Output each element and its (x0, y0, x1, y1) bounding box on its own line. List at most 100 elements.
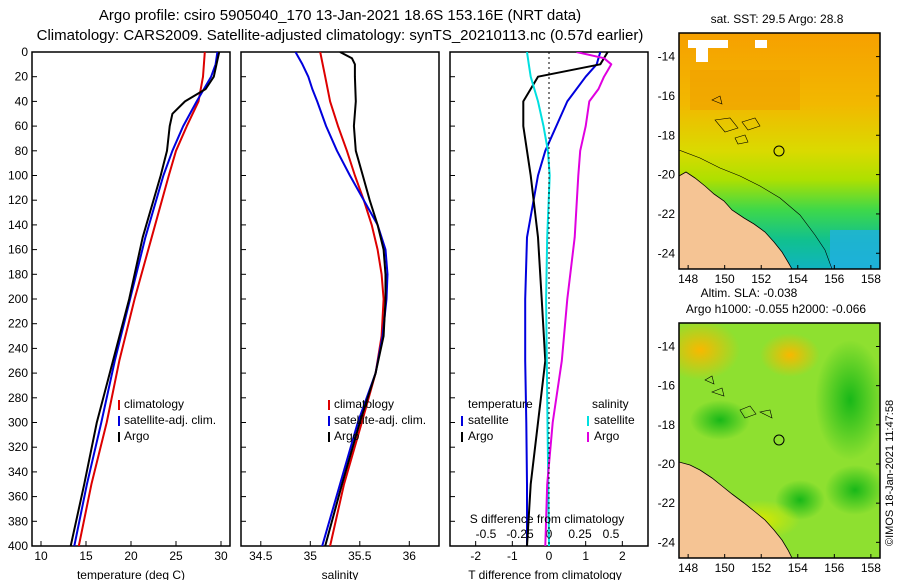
depth-tick-label: 180 (8, 267, 28, 281)
x-tick-label: 2 (619, 549, 626, 563)
s-tick-label: 0.5 (603, 527, 620, 541)
x-tick-label: 1 (582, 549, 589, 563)
x-tick-label: 20 (124, 549, 138, 563)
sla-map-ticks: 148 150 152 154 156 158 -14 -16 -18 -20 -22 -24 (658, 340, 882, 576)
series-line-salinity-satellite (526, 52, 551, 546)
x-tick-label: 35 (304, 549, 318, 563)
series-line-satellite-adj-clim- (73, 52, 219, 546)
map-y-tick-label: -18 (658, 418, 676, 432)
salinity-x-ticks: 34.5 35 35.5 36 (249, 541, 416, 563)
map-y-tick-label: -14 (658, 50, 676, 64)
map-y-tick-label: -22 (658, 496, 676, 510)
sst-warm-patch (690, 70, 800, 110)
sst-missing-data (696, 48, 708, 62)
difference-legend: temperature satellite Argo salinity sate… (461, 397, 635, 443)
series-line-salinity-argo (544, 52, 613, 546)
salinity-panel-frame (240, 51, 440, 547)
series-line-satellite-adj-clim- (294, 52, 389, 546)
depth-tick-label: 120 (8, 193, 28, 207)
legend-t-argo-label: Argo (468, 429, 494, 443)
series-line-climatology (319, 52, 385, 546)
map-x-tick-label: 148 (678, 561, 698, 575)
reef-islands (704, 375, 773, 419)
x-tick-label: 0 (546, 549, 553, 563)
map-x-tick-label: 150 (715, 272, 735, 286)
x-tick-label: -2 (470, 549, 481, 563)
sst-cool-patch (830, 230, 880, 269)
x-tick-label: 34.5 (249, 549, 273, 563)
legend-t-satellite-label: satellite (468, 413, 509, 427)
depth-tick-label: 20 (15, 70, 29, 84)
x-tick-label: 10 (34, 549, 48, 563)
x-tick-label: 35.5 (348, 549, 372, 563)
legend-temperature-title: temperature (468, 397, 533, 411)
map-x-tick-label: 158 (861, 272, 881, 286)
temperature-series (69, 52, 221, 546)
map-y-tick-label: -22 (658, 207, 676, 221)
depth-tick-label: 0 (21, 45, 28, 59)
depth-tick-label: 380 (8, 514, 28, 528)
map-y-tick-label: -18 (658, 128, 676, 142)
map-x-tick-label: 156 (824, 561, 844, 575)
t-difference-x-label: T difference from climatology (468, 568, 622, 580)
series-line-argo (324, 52, 387, 546)
map-x-tick-label: 156 (824, 272, 844, 286)
depth-tick-label: 360 (8, 490, 28, 504)
map-x-tick-label: 150 (715, 561, 735, 575)
depth-tick-label: 80 (15, 144, 29, 158)
title-line-2: Climatology: CARS2009. Satellite-adjuste… (37, 27, 644, 44)
salinity-x-label: salinity (322, 568, 359, 580)
depth-tick-label: 140 (8, 218, 28, 232)
legend-argo-label: Argo (334, 429, 360, 443)
depth-tick-label: 60 (15, 119, 29, 133)
legend-climatology-label: climatology (124, 397, 184, 411)
depth-tick-label: 280 (8, 391, 28, 405)
legend-satellite-label: satellite-adj. clim. (124, 413, 216, 427)
map-y-tick-label: -16 (658, 89, 676, 103)
map-x-tick-label: 148 (678, 272, 698, 286)
series-line-temperature-argo (522, 52, 609, 546)
x-tick-label: 30 (214, 549, 228, 563)
s-difference-label: S difference from climatology (470, 512, 625, 526)
x-tick-label: 36 (403, 549, 417, 563)
legend-s-argo-label: Argo (594, 429, 620, 443)
sla-high-anomaly (760, 333, 820, 377)
s-tick-label: -0.5 (476, 527, 497, 541)
difference-series (522, 52, 613, 546)
sst-map-frame (678, 32, 881, 270)
depth-tick-label: 320 (8, 440, 28, 454)
depth-tick-label: 40 (15, 94, 29, 108)
s-tick-label: -0.25 (506, 527, 534, 541)
land-australia (679, 171, 793, 269)
sst-map-title: sat. SST: 29.5 Argo: 28.8 (711, 12, 844, 26)
imos-watermark: ©IMOS 18-Jan-2021 11:47:58 (884, 400, 896, 546)
sla-low-anomaly (825, 465, 880, 515)
sla-map-frame (678, 322, 881, 559)
sst-missing-data (755, 40, 767, 48)
x-tick-label: 15 (79, 549, 93, 563)
series-line-climatology (77, 52, 206, 546)
sst-missing-data (688, 40, 728, 48)
depth-tick-label: 300 (8, 416, 28, 430)
series-line-argo (69, 52, 221, 546)
x-tick-label: 25 (169, 549, 183, 563)
argo-float-marker (773, 145, 785, 157)
temperature-x-label: temperature (deg C) (77, 568, 185, 580)
map-x-tick-label: 154 (788, 272, 808, 286)
map-y-tick-label: -20 (658, 457, 676, 471)
title-line-1: Argo profile: csiro 5905040_170 13-Jan-2… (99, 7, 581, 24)
argo-float-marker (773, 434, 785, 446)
legend-salinity-title: salinity (592, 397, 629, 411)
temperature-legend: climatology satellite-adj. clim. Argo (118, 397, 216, 443)
map-x-tick-label: 152 (751, 561, 771, 575)
depth-tick-label: 260 (8, 366, 28, 380)
sla-low-anomaly (815, 340, 880, 460)
depth-axis: 0 20 40 60 80 100 120 140 160 180 200 220 240 260 280 3… (8, 45, 455, 553)
depth-tick-label: 400 (8, 539, 28, 553)
legend-climatology-label: climatology (334, 397, 394, 411)
land-australia (679, 461, 793, 558)
temperature-x-ticks: 10 15 20 25 30 (34, 541, 228, 563)
legend-s-satellite-label: satellite (594, 413, 635, 427)
s-difference-x-ticks: -0.5-0.2500.250.5 (476, 527, 620, 541)
